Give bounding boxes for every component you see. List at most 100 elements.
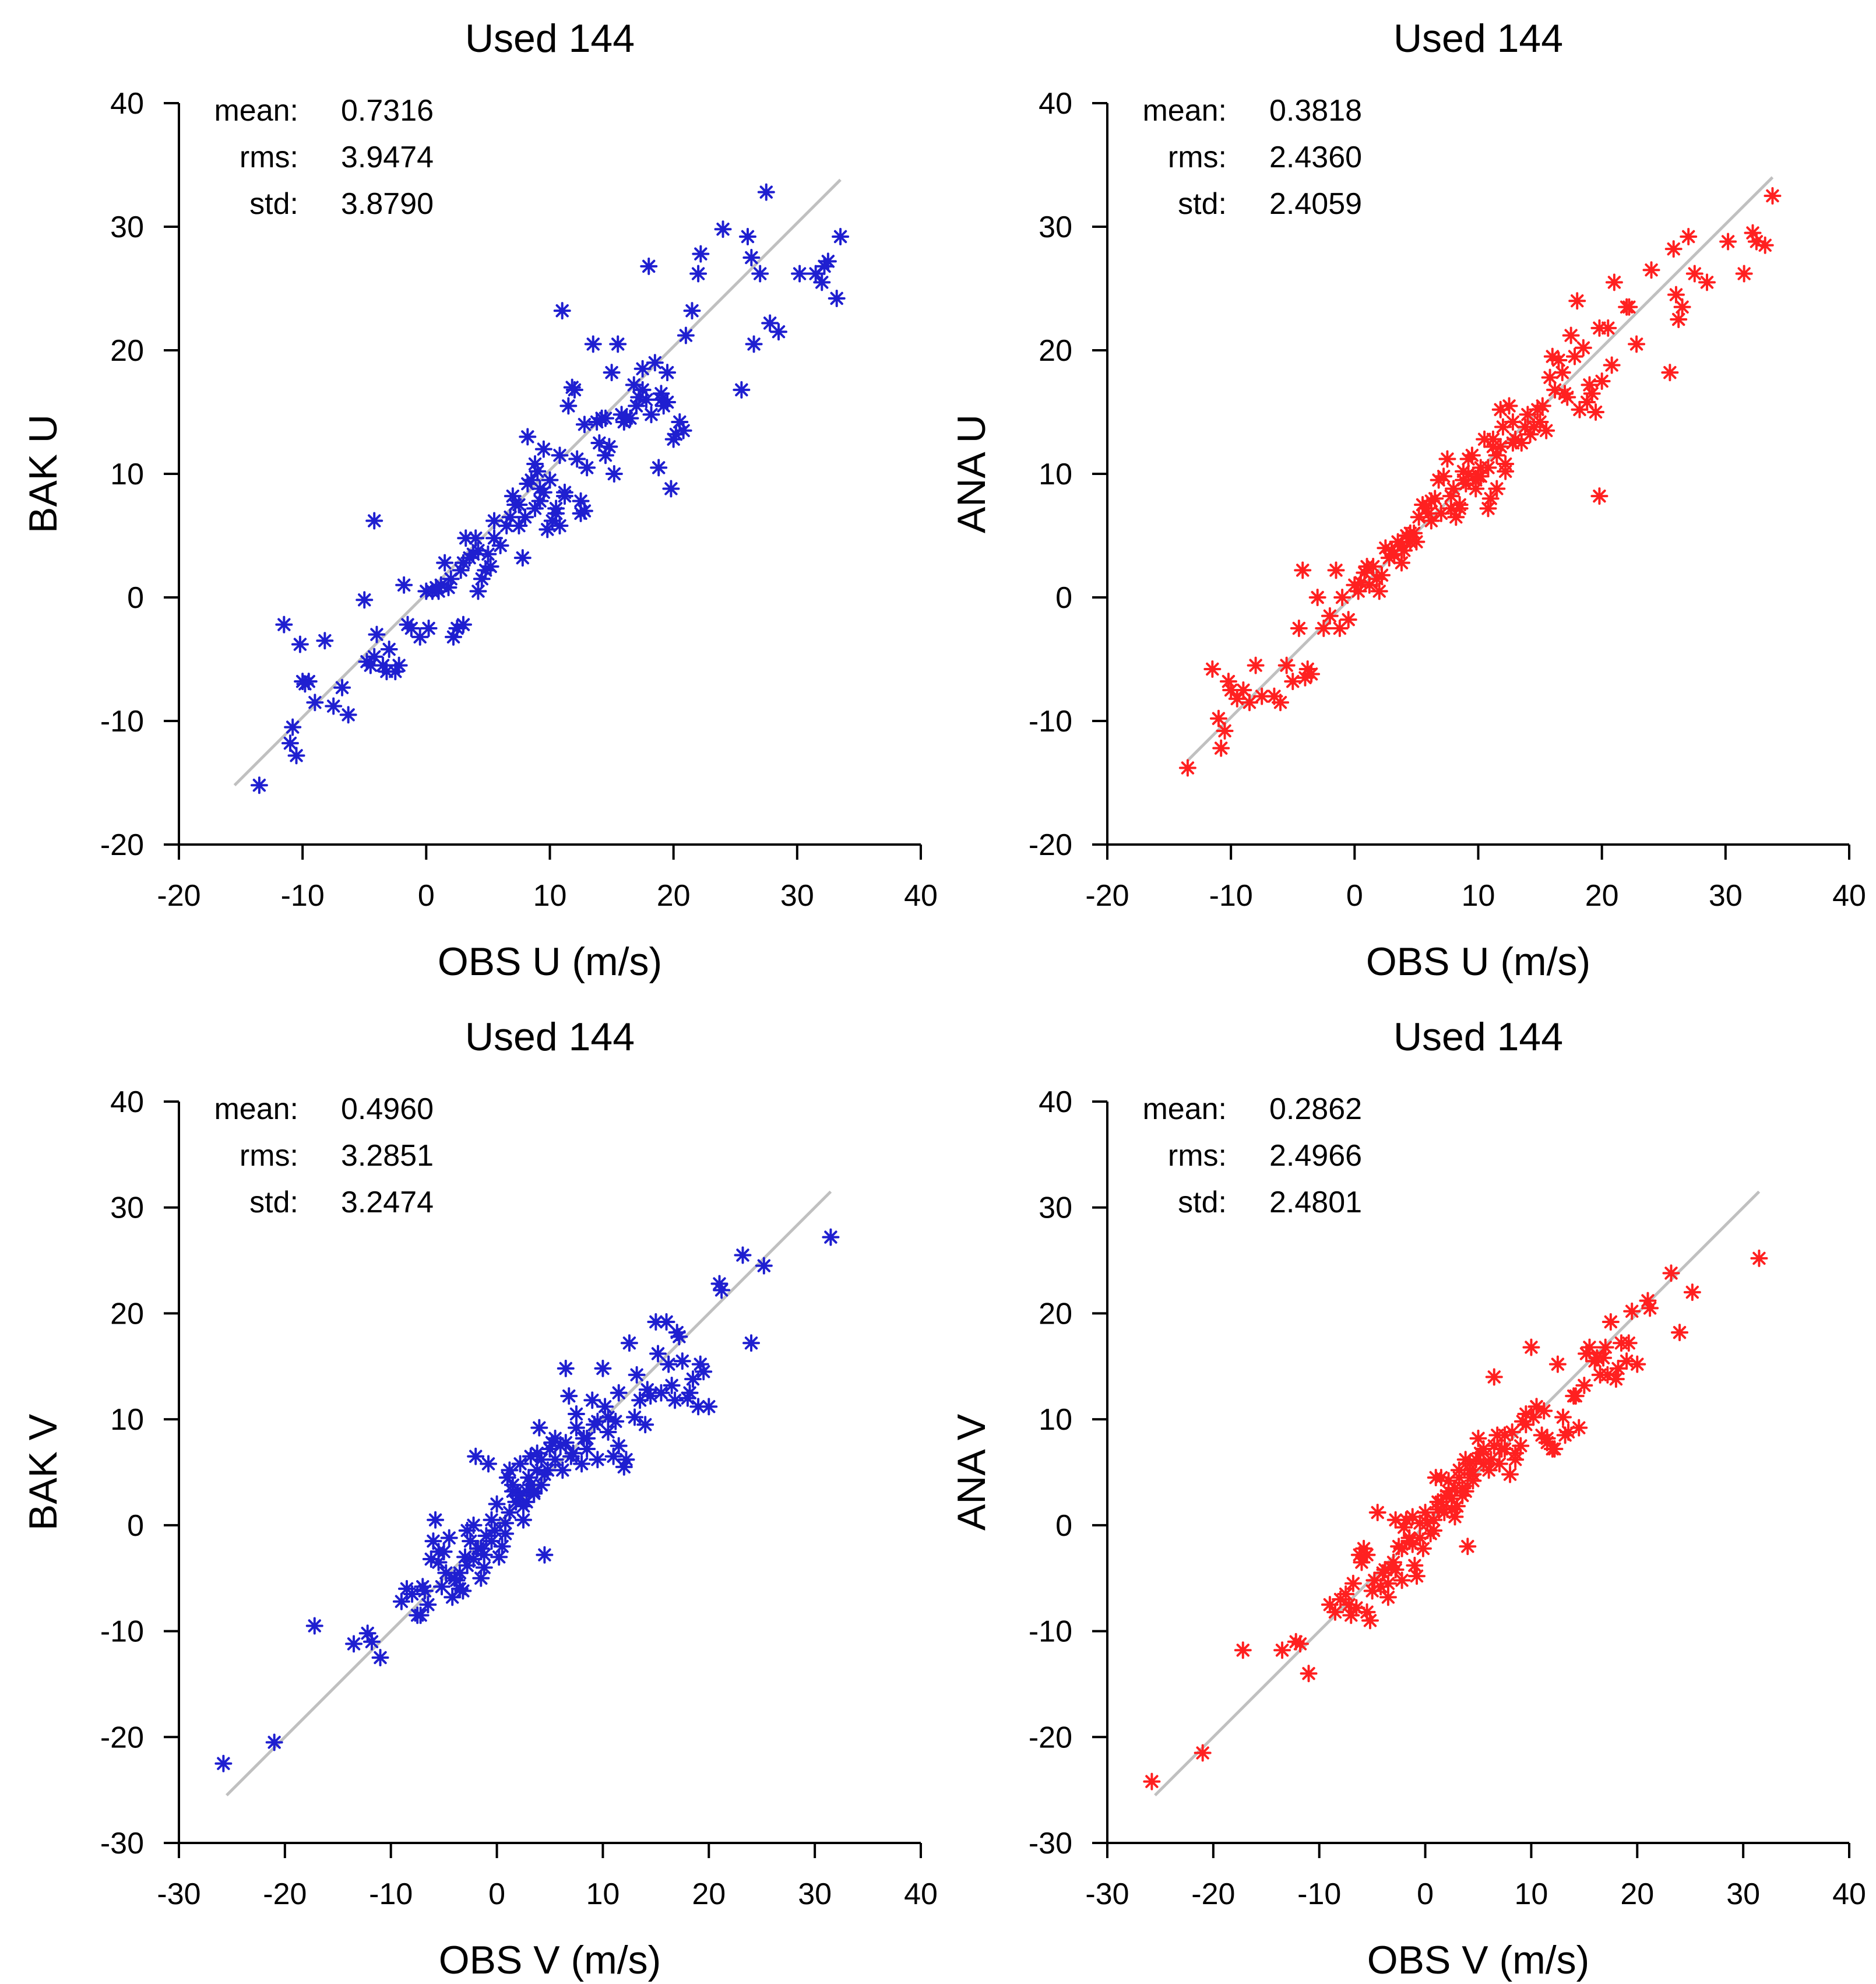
data-point: [1747, 233, 1765, 251]
data-point: [1447, 508, 1465, 526]
data-point: [473, 570, 491, 588]
data-point: [578, 1440, 596, 1458]
x-tick-label: 40: [1832, 1877, 1866, 1911]
data-point: [600, 438, 618, 456]
data-point: [559, 397, 578, 415]
data-point: [1474, 1455, 1493, 1473]
data-point: [430, 1553, 448, 1571]
y-tick-label: 20: [110, 334, 144, 368]
x-tick-label: 30: [780, 879, 814, 913]
x-tick-label: -20: [1191, 1877, 1235, 1911]
data-point: [607, 1412, 625, 1430]
data-point: [770, 323, 788, 341]
x-tick-label: -30: [157, 1877, 200, 1911]
data-point: [1570, 1419, 1588, 1437]
data-point: [609, 335, 627, 353]
data-point: [631, 1391, 649, 1409]
stat-label: rms:: [240, 1139, 298, 1173]
data-point: [572, 492, 590, 510]
data-point: [1178, 759, 1196, 777]
data-point: [422, 1550, 440, 1568]
data-point: [395, 576, 413, 594]
chart-title: Used 144: [1393, 1015, 1563, 1059]
data-point: [683, 302, 701, 320]
y-tick-label: 30: [110, 210, 144, 244]
data-point: [1364, 558, 1382, 575]
data-point: [380, 641, 398, 659]
data-point: [464, 1550, 483, 1568]
data-point: [596, 1398, 614, 1416]
data-point: [1537, 421, 1555, 439]
data-point: [677, 326, 695, 344]
data-point: [662, 480, 680, 498]
data-point: [483, 1511, 501, 1529]
data-point: [1543, 347, 1561, 365]
stat-label: rms:: [1168, 140, 1227, 174]
data-point: [1680, 227, 1698, 245]
y-axis-label: ANA V: [949, 1413, 994, 1531]
x-axis-label: OBS U (m/s): [438, 940, 662, 984]
chart-panel-4: Used 144 -30 -20 -10 0 10 20 30 40 -30 -20 -10 0 10 20…: [949, 1015, 1866, 1982]
data-point: [1392, 554, 1410, 572]
data-point: [281, 734, 299, 752]
data-point: [1469, 1429, 1487, 1447]
data-point: [1247, 656, 1265, 674]
data-point: [493, 1538, 511, 1556]
data-point: [745, 335, 763, 353]
data-point: [475, 1559, 493, 1577]
data-point: [440, 1529, 458, 1547]
y-tick-label: -10: [100, 1615, 144, 1649]
data-point: [445, 628, 463, 646]
data-point: [1397, 1511, 1415, 1529]
data-point: [333, 678, 351, 696]
stat-value: 0.2862: [1269, 1092, 1362, 1126]
data-point: [469, 582, 487, 600]
data-point: [1538, 1429, 1556, 1447]
data-point: [1445, 480, 1463, 498]
x-axis-label: OBS U (m/s): [1366, 940, 1590, 984]
data-point: [513, 549, 532, 567]
data-point: [1756, 236, 1774, 254]
data-point: [1578, 393, 1596, 411]
data-point: [1372, 1578, 1390, 1596]
data-point: [532, 1476, 550, 1494]
data-point: [819, 252, 837, 270]
data-point: [1521, 425, 1539, 444]
data-point: [1143, 1772, 1161, 1790]
chart-panel-1: Used 144 -20 -10 0 10 20 30 40 -20 -10 0 10 20 30 40 OB…: [21, 16, 938, 984]
data-point: [1554, 1408, 1572, 1426]
data-point: [518, 1493, 536, 1511]
data-point: [1410, 508, 1428, 526]
data-point: [668, 1324, 686, 1342]
chart-panel-2: Used 144 -20 -10 0 10 20 30 40 -20 -10 0 10 20 30 40 OB…: [949, 16, 1866, 984]
data-point: [339, 706, 357, 724]
data-point: [1661, 364, 1679, 382]
data-point: [1467, 1451, 1485, 1469]
data-point: [1346, 576, 1364, 594]
data-point: [1209, 709, 1227, 727]
data-point: [1459, 1538, 1477, 1556]
data-point: [1698, 273, 1716, 291]
data-point: [1504, 434, 1522, 452]
data-point: [356, 591, 374, 609]
data-point: [1519, 406, 1537, 424]
data-point: [1379, 1588, 1397, 1606]
x-tick-label: -10: [369, 1877, 413, 1911]
data-point: [1287, 1633, 1305, 1651]
data-point: [457, 529, 475, 547]
data-point: [578, 459, 596, 477]
data-point: [1490, 1455, 1508, 1473]
data-point: [654, 397, 673, 415]
stat-label: rms:: [1168, 1139, 1227, 1173]
data-point: [1459, 465, 1477, 483]
chart-panel-3: Used 144 -30 -20 -10 0 10 20 30 40 -30 -20 -10 0 10 20…: [21, 1015, 938, 1982]
data-point: [589, 1412, 607, 1430]
data-point: [663, 1376, 681, 1394]
data-point: [1628, 1355, 1646, 1373]
stat-value: 3.9474: [341, 140, 434, 174]
data-point: [1583, 385, 1601, 403]
x-tick-label: 0: [488, 1877, 505, 1911]
stat-value: 3.2474: [341, 1186, 434, 1219]
data-point: [604, 1447, 622, 1465]
data-point: [1377, 539, 1395, 557]
